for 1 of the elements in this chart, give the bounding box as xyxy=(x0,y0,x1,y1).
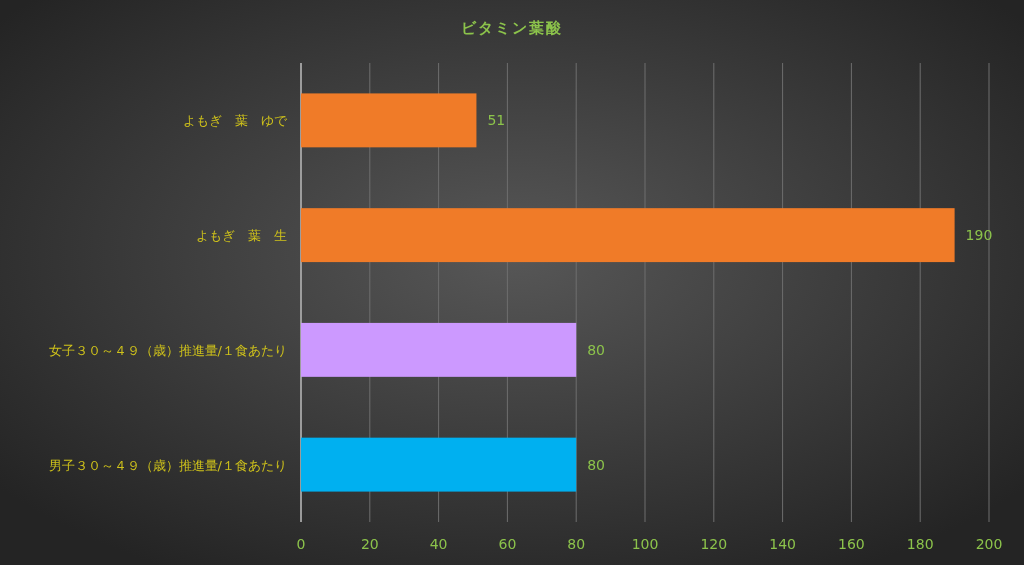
title: ビタミン葉酸 xyxy=(461,19,563,37)
